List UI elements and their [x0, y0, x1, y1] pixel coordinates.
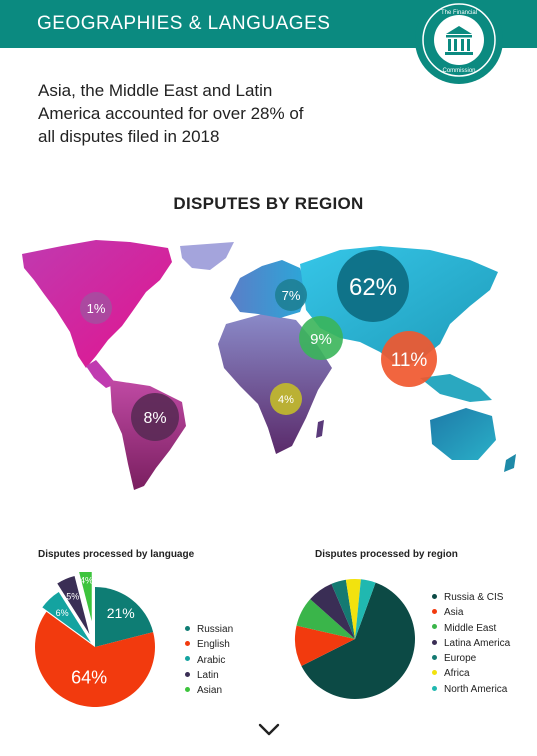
pie-slice-label: 21%	[107, 605, 135, 621]
legend-swatch	[432, 609, 437, 615]
legend-swatch	[432, 670, 437, 676]
southeast-asia-shape	[420, 374, 492, 402]
legend-item: Russia & CIS	[432, 590, 510, 605]
language-pie-chart: 21% 64% 6% 5%4%	[35, 572, 155, 707]
bubble-russia-cis: 62%	[337, 250, 409, 322]
legend-item: Asia	[432, 605, 510, 620]
legend-item: Africa	[432, 666, 510, 681]
pie-slice-north-america	[355, 579, 376, 639]
legend-label: Asian	[197, 685, 223, 697]
greenland-shape	[180, 242, 234, 270]
legend-swatch	[185, 641, 190, 647]
pie-slice-asian	[79, 572, 92, 622]
madagascar-shape	[316, 420, 324, 438]
legend-item: Latin	[185, 668, 233, 683]
legend-swatch	[185, 656, 190, 662]
bubble-label: 4%	[278, 394, 294, 406]
pie-slice-label: 4%	[80, 576, 93, 586]
seal-text-bottom: Commission	[442, 68, 475, 74]
bubble-africa: 4%	[270, 383, 302, 415]
chevron-down-icon[interactable]	[257, 722, 281, 738]
legend-label: Arabic	[197, 654, 226, 666]
legend-item: North America	[432, 682, 510, 697]
bubble-label: 11%	[391, 350, 428, 371]
legend-swatch	[432, 639, 437, 645]
legend-label: Africa	[444, 668, 470, 680]
bubble-latin-america: 8%	[131, 393, 179, 441]
bubble-label: 62%	[349, 274, 397, 301]
legend-swatch	[432, 593, 437, 599]
pie-slice-label: 6%	[56, 608, 69, 618]
bubble-middle-east: 9%	[299, 316, 343, 360]
pie-slice-russian	[95, 587, 154, 647]
new-zealand-shape	[504, 454, 516, 472]
bubble-label: 7%	[282, 288, 301, 303]
legend-label: North America	[444, 683, 508, 695]
legend-swatch	[185, 687, 190, 693]
pie-slice-europe	[331, 579, 355, 639]
pie-slice-english	[35, 611, 155, 707]
intro-text: Asia, the Middle East and Latin America …	[38, 81, 304, 146]
bubble-asia: 11%	[381, 331, 437, 387]
legend-label: Russian	[197, 624, 234, 635]
legend-swatch	[185, 625, 190, 631]
legend-swatch	[432, 685, 437, 691]
legend-item: Latina America	[432, 636, 510, 651]
legend-item: Europe	[432, 651, 510, 666]
bubble-north-america: 1%	[80, 292, 112, 324]
pie-slice-label: 5%	[66, 592, 79, 602]
bubble-label: 1%	[87, 301, 106, 316]
pie-slice-russia-cis	[301, 582, 415, 699]
legend-label: Latin	[197, 669, 219, 681]
pie-slice-middle-east	[296, 599, 355, 639]
legend-swatch	[185, 671, 190, 677]
bubble-label: 8%	[143, 410, 166, 427]
legend-item: Asian	[185, 683, 233, 698]
pie-slice-label: 64%	[71, 668, 107, 688]
legend-item: Middle East	[432, 621, 510, 636]
language-legend: Russian English Arabic Latin Asian	[185, 622, 233, 698]
pie-slice-latin	[57, 576, 90, 635]
legend-label: Asia	[444, 607, 464, 619]
page-title: GEOGRAPHIES & LANGUAGES	[37, 13, 331, 34]
map-title: DISPUTES BY REGION	[173, 194, 364, 213]
region-pie-chart	[295, 579, 415, 699]
australia-shape	[430, 408, 496, 460]
bubble-label: 9%	[310, 331, 332, 348]
legend-swatch	[432, 624, 437, 630]
world-map: 1% 7% 62% 9% 11% 4% 8%	[22, 240, 516, 490]
seal-text-top: The Financial	[441, 10, 477, 16]
language-chart-title: Disputes processed by language	[38, 549, 195, 560]
pie-slice-asia	[295, 625, 355, 667]
pie-slice-arabic	[42, 591, 91, 643]
legend-item: Russian	[185, 622, 233, 637]
legend-label: Europe	[444, 653, 477, 665]
pie-slice-latina-america	[310, 583, 355, 639]
legend-label: English	[197, 639, 230, 651]
legend-swatch	[432, 655, 437, 661]
legend-label: Russia & CIS	[444, 592, 504, 603]
legend-label: Middle East	[444, 622, 497, 634]
region-legend: Russia & CIS Asia Middle East Latina Americ…	[432, 590, 510, 697]
legend-item: English	[185, 637, 233, 652]
legend-item: Arabic	[185, 653, 233, 668]
legend-label: Latina America	[444, 637, 511, 649]
bubble-europe: 7%	[275, 279, 307, 311]
region-chart-title: Disputes processed by region	[315, 549, 458, 560]
financial-commission-logo: The Financial Commission	[415, 0, 503, 84]
central-america-shape	[86, 360, 116, 388]
pie-slice-africa	[345, 579, 361, 639]
